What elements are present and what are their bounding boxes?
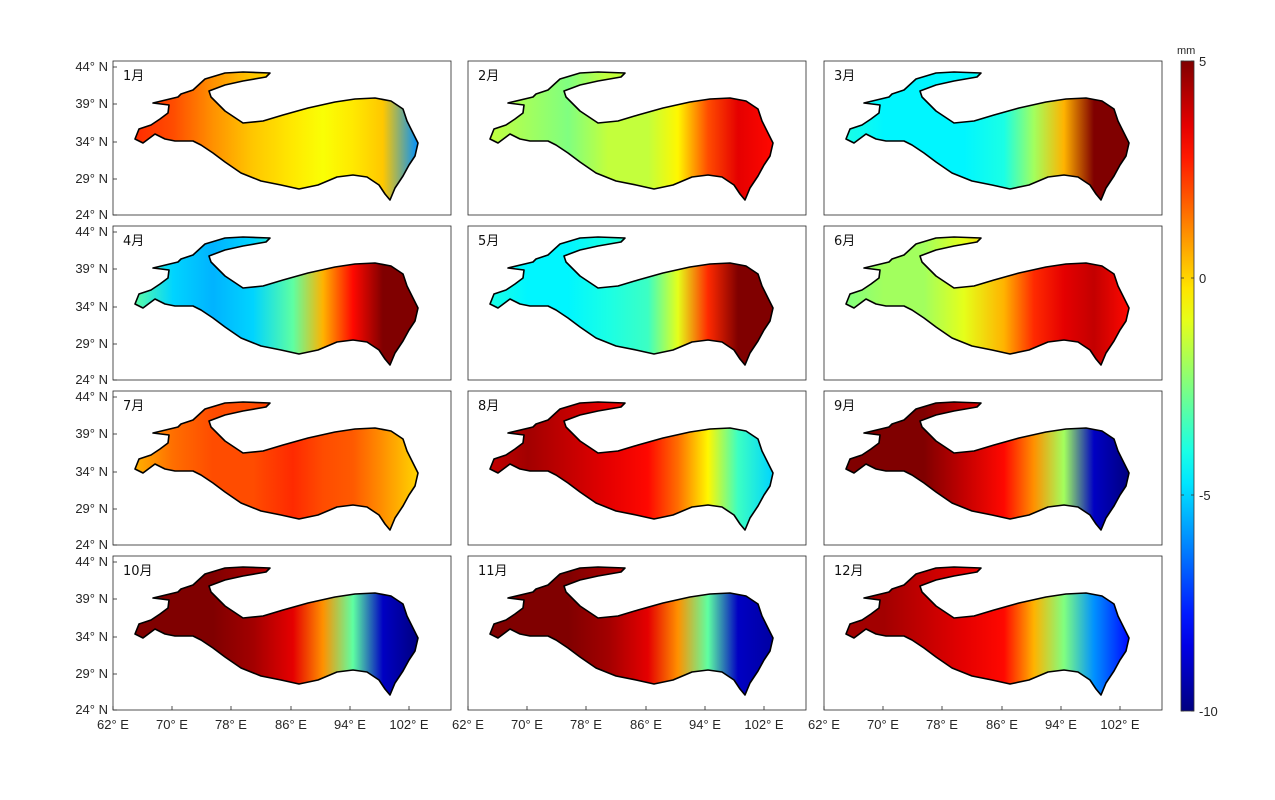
colorbar-label-zero: 0 (1199, 271, 1206, 286)
lon-tick-label: 62° E (97, 717, 129, 732)
region-field (489, 71, 774, 201)
region-field (845, 401, 1130, 531)
lon-tick-label: 86° E (275, 717, 307, 732)
month-label: 2月 (478, 69, 499, 84)
region-field (845, 566, 1130, 696)
longitude-ticks: 62° E 70° E 78° E 86° E 94° E 102° E 62° E 70° … (97, 717, 1140, 732)
month-label: 4月 (123, 234, 144, 249)
month-label: 7月 (123, 399, 144, 414)
map-panels: 1月 2月 3月 4月 5月 6月 7月 8月 9月 10月 11月 12月 (112, 60, 1163, 711)
map-panel: 1月 (112, 60, 452, 216)
colorbar-label-min: -10 (1199, 704, 1218, 719)
lat-tick-label: 24° N (75, 537, 108, 552)
map-panel: 9月 (823, 390, 1163, 546)
lon-tick-label: 78° E (215, 717, 247, 732)
map-panel: 5月 (467, 225, 807, 381)
lat-tick-label: 24° N (75, 702, 108, 717)
lat-tick-label: 39° N (75, 261, 108, 276)
month-label: 3月 (834, 69, 855, 84)
region-field (134, 236, 419, 366)
month-label: 6月 (834, 234, 855, 249)
lat-tick-label: 29° N (75, 666, 108, 681)
region-field (489, 236, 774, 366)
lon-tick-label: 86° E (630, 717, 662, 732)
lat-tick-label: 39° N (75, 426, 108, 441)
lat-tick-label: 34° N (75, 134, 108, 149)
map-panel: 3月 (823, 60, 1163, 216)
map-panel: 12月 (823, 555, 1163, 711)
lat-tick-label: 44° N (75, 224, 108, 239)
colorbar-label-minus5: -5 (1199, 488, 1211, 503)
month-label: 10月 (123, 564, 153, 579)
lat-tick-label: 44° N (75, 389, 108, 404)
lat-tick-label: 29° N (75, 171, 108, 186)
map-panel: 2月 (467, 60, 807, 216)
map-panel: 7月 (112, 390, 452, 546)
lon-tick-label: 102° E (389, 717, 429, 732)
region-field (845, 236, 1130, 366)
region-field (489, 401, 774, 531)
region-field (134, 401, 419, 531)
lat-tick-label: 24° N (75, 372, 108, 387)
axis-labels: 44° N 39° N 34° N 29° N 24° N 44° N 39° N 34° N… (75, 59, 1140, 732)
lon-tick-label: 78° E (570, 717, 602, 732)
map-panel: 11月 (467, 555, 807, 711)
month-label: 12月 (834, 564, 864, 579)
lon-tick-label: 102° E (744, 717, 784, 732)
map-panel: 8月 (467, 390, 807, 546)
region-field (489, 566, 774, 696)
lat-tick-label: 29° N (75, 336, 108, 351)
lat-tick-label: 24° N (75, 207, 108, 222)
lat-tick-label: 39° N (75, 96, 108, 111)
colorbar-gradient (1180, 60, 1195, 712)
lon-tick-label: 102° E (1100, 717, 1140, 732)
lat-tick-label: 34° N (75, 464, 108, 479)
lon-tick-label: 94° E (689, 717, 721, 732)
region-field (134, 566, 419, 696)
latitude-ticks: 44° N 39° N 34° N 29° N 24° N 44° N 39° N 34° N… (75, 59, 108, 717)
map-panel: 6月 (823, 225, 1163, 381)
colorbar-label-max: 5 (1199, 54, 1206, 69)
month-label: 1月 (123, 69, 144, 84)
month-label: 9月 (834, 399, 855, 414)
lat-tick-label: 34° N (75, 629, 108, 644)
lat-tick-label: 29° N (75, 501, 108, 516)
month-label: 8月 (478, 399, 499, 414)
lon-tick-label: 62° E (452, 717, 484, 732)
map-panel: 4月 (112, 225, 452, 381)
lon-tick-label: 70° E (867, 717, 899, 732)
lat-tick-label: 39° N (75, 591, 108, 606)
month-label: 11月 (478, 564, 508, 579)
lon-tick-label: 86° E (986, 717, 1018, 732)
region-field (845, 71, 1130, 201)
lat-tick-label: 34° N (75, 299, 108, 314)
lat-tick-label: 44° N (75, 59, 108, 74)
lon-tick-label: 94° E (334, 717, 366, 732)
lon-tick-label: 78° E (926, 717, 958, 732)
colorbar: mm 5 0 -5 -10 (1177, 45, 1218, 719)
lat-tick-label: 44° N (75, 554, 108, 569)
lon-tick-label: 62° E (808, 717, 840, 732)
colorbar-unit: mm (1177, 45, 1195, 57)
lon-tick-label: 70° E (156, 717, 188, 732)
lon-tick-label: 70° E (511, 717, 543, 732)
map-panel: 10月 (112, 555, 452, 711)
lon-tick-label: 94° E (1045, 717, 1077, 732)
month-label: 5月 (478, 234, 499, 249)
region-field (134, 71, 419, 201)
